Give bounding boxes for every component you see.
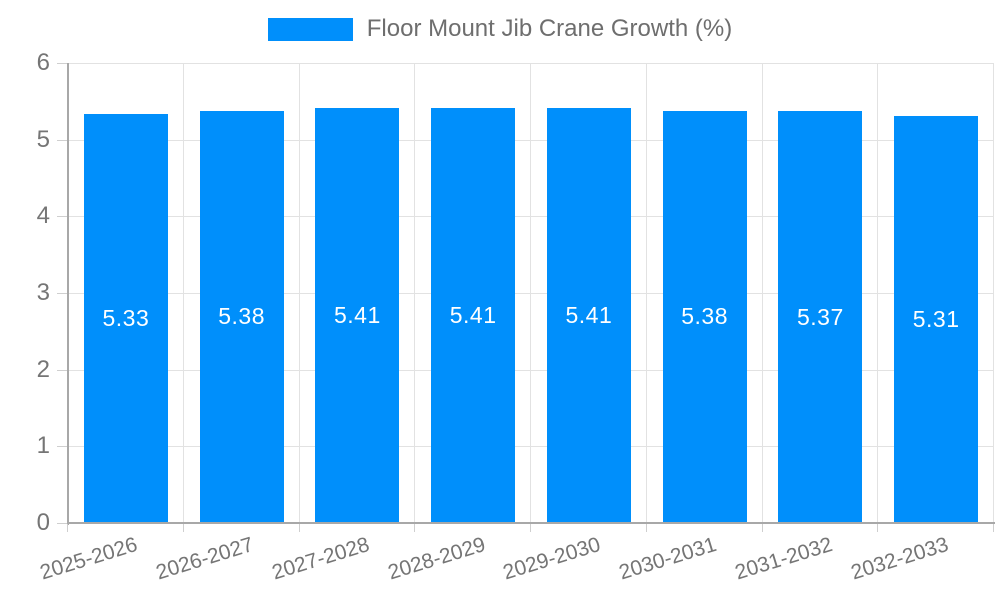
y-tick-label: 4 xyxy=(36,202,50,230)
x-tick-mark xyxy=(645,524,647,532)
legend-swatch xyxy=(267,17,353,41)
legend: Floor Mount Jib Crane Growth (%) xyxy=(0,16,1000,42)
x-tick-mark xyxy=(993,524,994,532)
plot-area: 5.33 5.38 5.41 5.41 5.41 5.38 5.37 5.31 xyxy=(68,63,994,523)
x-tick-label: 2027-2028 xyxy=(269,533,373,585)
x-tick-label: 2032-2033 xyxy=(848,533,951,585)
bar: 5.31 xyxy=(894,115,979,523)
bar-value-label: 5.33 xyxy=(102,305,150,332)
v-gridline xyxy=(877,63,879,523)
bar-value-label: 5.41 xyxy=(333,302,381,329)
y-tick-label: 1 xyxy=(36,432,50,460)
y-tick-label: 0 xyxy=(36,509,50,536)
y-axis-line xyxy=(67,63,69,525)
x-tick-label: 2029-2030 xyxy=(500,533,604,585)
v-gridline xyxy=(530,63,531,523)
x-tick-mark xyxy=(877,524,879,532)
v-gridline xyxy=(993,63,994,523)
v-gridline xyxy=(414,63,416,523)
x-tick-mark xyxy=(67,524,68,532)
bar: 5.41 xyxy=(431,108,516,523)
h-gridline xyxy=(68,446,994,448)
x-tick-label: 2030-2031 xyxy=(616,533,720,585)
h-gridline xyxy=(68,63,994,64)
h-gridline xyxy=(68,216,994,218)
x-axis-line xyxy=(68,522,995,524)
x-tick-label: 2025-2026 xyxy=(37,533,141,585)
bar-value-label: 5.41 xyxy=(565,302,613,329)
bar-value-label: 5.38 xyxy=(681,303,728,330)
y-tick-label: 5 xyxy=(36,125,50,153)
y-tick-mark xyxy=(57,63,67,64)
y-tick-label: 2 xyxy=(36,355,50,383)
y-tick-mark xyxy=(57,293,67,294)
bar: 5.33 xyxy=(83,114,168,523)
bar: 5.41 xyxy=(315,108,400,523)
x-tick-mark xyxy=(530,524,531,532)
x-tick-mark xyxy=(761,524,763,532)
bar-value-label: 5.41 xyxy=(449,302,497,329)
v-gridline xyxy=(298,63,300,523)
bar-value-label: 5.37 xyxy=(796,303,844,330)
y-tick-mark xyxy=(57,139,67,141)
bar: 5.38 xyxy=(199,110,284,523)
x-tick-mark xyxy=(414,524,416,532)
bar-value-label: 5.31 xyxy=(912,305,960,332)
h-gridline xyxy=(68,369,994,371)
y-tick-label: 6 xyxy=(36,49,50,76)
y-tick-label: 3 xyxy=(36,279,50,306)
y-tick-mark xyxy=(57,216,67,218)
bar: 5.38 xyxy=(662,110,747,523)
v-gridline xyxy=(182,63,184,523)
v-gridline xyxy=(645,63,647,523)
v-gridline xyxy=(761,63,763,523)
bar: 5.41 xyxy=(546,108,631,523)
x-tick-label: 2028-2029 xyxy=(385,533,488,585)
y-tick-mark xyxy=(57,523,67,524)
x-tick-mark xyxy=(298,524,300,532)
y-tick-mark xyxy=(57,446,67,448)
bar: 5.37 xyxy=(778,111,863,523)
h-gridline xyxy=(68,293,994,294)
x-tick-label: 2031-2032 xyxy=(732,533,836,585)
h-gridline xyxy=(68,139,994,141)
x-tick-label: 2026-2027 xyxy=(153,533,257,585)
x-tick-mark xyxy=(182,524,184,532)
bar-value-label: 5.38 xyxy=(218,303,265,330)
y-tick-mark xyxy=(57,369,67,371)
legend-label: Floor Mount Jib Crane Growth (%) xyxy=(366,15,733,42)
